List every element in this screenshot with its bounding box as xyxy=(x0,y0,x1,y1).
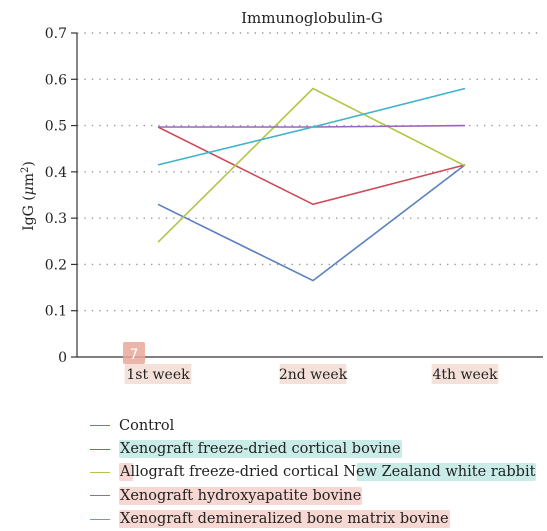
legend-label: Xenograft hydroxyapatite bovine xyxy=(119,486,363,505)
x-tick-highlight xyxy=(124,364,192,384)
chart-title: Immunoglobulin-G xyxy=(241,9,383,27)
legend-label: Control xyxy=(119,417,175,434)
y-tick-label: 0 xyxy=(58,350,67,366)
x-tick-label: 1st week xyxy=(126,367,190,383)
y-tick-label: 0.2 xyxy=(45,257,67,273)
axes xyxy=(76,33,543,358)
y-ticks: 0 0.1 0.2 0.3 0.4 0.5 0.6 0.7 xyxy=(45,26,77,366)
legend: Control Xenograft freeze-dried cortical … xyxy=(90,414,537,531)
legend-item-hydroxyapatite: Xenograft hydroxyapatite bovine xyxy=(90,484,536,507)
legend-item-xenograft-freeze-dried: Xenograft freeze-dried cortical bovine xyxy=(90,437,536,460)
legend-swatch xyxy=(90,425,110,427)
legend-label: Allograft freeze-dried cortical New Zeal… xyxy=(119,463,537,482)
legend-swatch xyxy=(90,448,110,450)
series-line-1 xyxy=(157,164,466,282)
y-tick-label: 0.1 xyxy=(45,304,67,320)
x-tick-highlight xyxy=(431,364,499,384)
legend-label: Xenograft demineralized bone matrix bovi… xyxy=(119,510,450,529)
y-tick-label: 0.3 xyxy=(45,211,67,227)
legend-swatch xyxy=(90,471,110,473)
x-tick-highlight xyxy=(279,364,347,384)
series-line-2 xyxy=(157,126,466,206)
legend-item-allograft: Allograft freeze-dried cortical New Zeal… xyxy=(90,461,537,484)
y-tick-label: 0.4 xyxy=(45,165,67,181)
series-line-5 xyxy=(157,87,466,166)
y-tick-label: 0.6 xyxy=(45,72,67,88)
y-axis-label: IgG (μm2) xyxy=(20,161,38,231)
x-ticks: 1st week 2nd week 4th week xyxy=(124,364,499,384)
series-lines xyxy=(157,87,466,282)
overlay-marker: 7 xyxy=(123,342,145,364)
series-line-3 xyxy=(157,87,466,243)
legend-item-demineralized: Xenograft demineralized bone matrix bovi… xyxy=(90,508,536,531)
legend-label: Xenograft freeze-dried cortical bovine xyxy=(119,440,402,459)
legend-item-control: Control xyxy=(90,414,536,437)
grid xyxy=(77,32,543,312)
legend-swatch xyxy=(90,518,110,520)
legend-swatch xyxy=(90,495,110,497)
y-tick-label: 0.7 xyxy=(45,26,67,42)
svg-text:7: 7 xyxy=(130,347,139,363)
y-tick-label: 0.5 xyxy=(45,119,67,135)
x-tick-label: 2nd week xyxy=(279,367,348,383)
x-tick-label: 4th week xyxy=(432,367,498,383)
